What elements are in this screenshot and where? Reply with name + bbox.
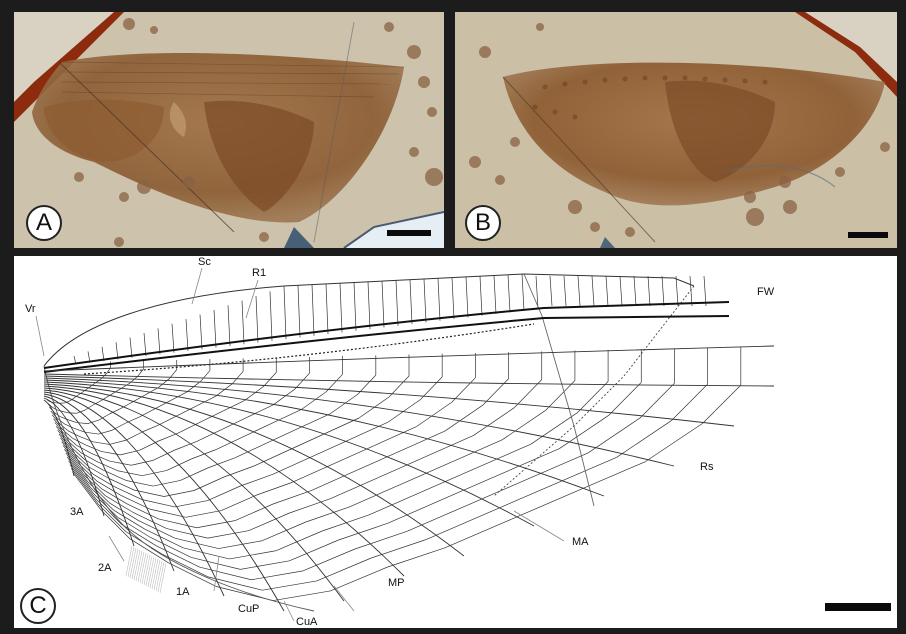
panel-b-fossil-photo: B	[455, 12, 897, 248]
label-fw: FW	[757, 286, 775, 298]
panel-c-scale-bar	[825, 603, 891, 611]
wing-venation-diagram	[35, 267, 775, 622]
label-sc: Sc	[198, 256, 211, 268]
label-cua: CuA	[296, 616, 318, 628]
panel-b-image	[455, 12, 897, 248]
panel-b-scale-bar	[848, 232, 888, 238]
label-mp: MP	[388, 577, 405, 589]
panel-a-label: A	[26, 205, 62, 241]
label-2a: 2A	[98, 562, 112, 574]
main-veins	[35, 267, 775, 622]
label-r1: R1	[252, 267, 267, 279]
label-ma: MA	[572, 536, 589, 548]
label-3a: 3A	[70, 506, 84, 518]
panel-a-fossil-photo: A	[14, 12, 444, 248]
panel-c-label: C	[20, 588, 56, 624]
panel-c-venation-drawing: Sc R1 Vr FW Rs MA MP CuA CuP 1A 2A 3A C	[14, 256, 897, 628]
panel-b-label: B	[465, 205, 501, 241]
label-rs: Rs	[700, 461, 714, 473]
label-vr: Vr	[25, 303, 36, 315]
crossvein-network	[46, 274, 742, 601]
label-1a: 1A	[176, 586, 190, 598]
label-cup: CuP	[238, 603, 260, 615]
panel-a-image	[14, 12, 444, 248]
panel-a-scale-bar	[387, 230, 431, 236]
